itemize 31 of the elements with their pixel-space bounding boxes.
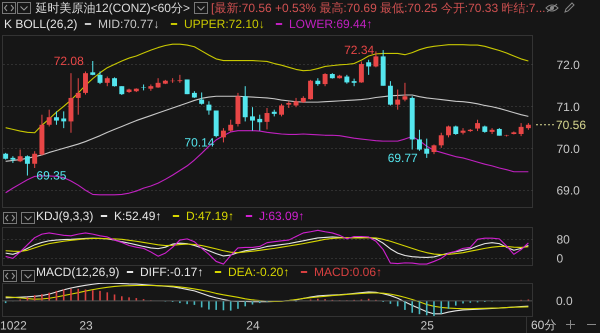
annotation: 69.77	[388, 150, 418, 165]
legend-title: MACD(12,26,9)	[36, 265, 120, 279]
ref-line-label: 70.56	[556, 118, 586, 132]
legend-label: DEA:-0.20↑	[228, 265, 290, 279]
x-tick-label: 23	[79, 318, 93, 332]
legend-label: MACD:0.06↑	[314, 265, 382, 279]
annotation: 70.14	[184, 135, 215, 150]
y-tick-label: 70.0	[556, 142, 580, 156]
chart-title: 延时美原油12(CONZ)<60分>	[35, 0, 190, 16]
chart-subtitle: [最新:70.56 +0.53% 最高:70.69 最低:70.25 今开:70.33 昨结:7...	[210, 0, 546, 16]
text: 60分	[526, 317, 560, 333]
text: 0.0	[556, 294, 574, 308]
legend-label: J:63.09↑	[259, 209, 304, 223]
y-tick-label: 0	[556, 251, 564, 266]
legend-label: D:47.19↑	[186, 209, 234, 223]
annotation: 72.08	[54, 54, 84, 68]
legend-label: MID:70.77↓	[98, 17, 160, 31]
annotation: 72.34	[344, 43, 374, 58]
y-tick-label: 80	[556, 232, 570, 246]
y-tick-label: 71.0	[556, 100, 580, 114]
legend-title: KDJ(9,3,3)	[36, 209, 94, 223]
y-tick-label: 72.0	[556, 58, 580, 72]
legend-title: K BOLL(26,2)	[4, 17, 78, 31]
legend-label: DIFF:-0.17↑	[140, 265, 204, 279]
x-tick-label: 25	[420, 318, 434, 332]
legend-label: UPPER:72.10↓	[184, 17, 265, 31]
legend-label: LOWER:69.44↑	[289, 17, 372, 31]
x-tick-label: 24	[246, 318, 260, 332]
x-tick-label: 1022	[0, 318, 28, 332]
y-tick-label: 69.0	[556, 184, 580, 198]
legend-label: K:52.49↑	[114, 209, 162, 223]
